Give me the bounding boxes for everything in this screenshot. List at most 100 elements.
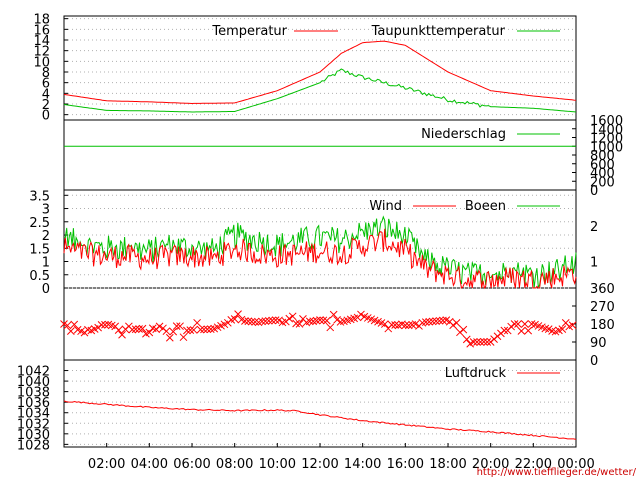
direction-point: [186, 326, 195, 335]
legend-label-niederschlag: Niederschlag: [421, 127, 506, 142]
temp-tick-label: 2: [42, 98, 50, 113]
series-line-temperatur: [63, 40, 577, 105]
direction-point: [510, 320, 519, 328]
pressure-tick-label: 1036: [17, 396, 50, 411]
direction-point: [63, 321, 72, 330]
direction-point: [333, 315, 341, 324]
direction-point: [261, 317, 270, 325]
x-tick-label: 02:00: [88, 457, 125, 472]
direction-point: [520, 320, 529, 328]
temp-tick-label: 14: [33, 34, 50, 49]
direction-point: [329, 310, 338, 319]
x-tick-label: 14:00: [344, 457, 381, 472]
direction-point: [387, 320, 396, 329]
direction-point: [421, 318, 430, 327]
direction-point: [251, 318, 260, 326]
direction-point: [285, 314, 294, 323]
direction-point: [292, 319, 300, 328]
credit-link: http://www.tiefflieger.de/wetter/: [477, 467, 637, 478]
x-tick-label: 10:00: [259, 457, 296, 472]
direction-point: [517, 327, 526, 335]
direction-point: [145, 328, 154, 337]
temp-tick-label: 8: [42, 66, 50, 81]
wind-tick-label: 1.5: [29, 242, 50, 257]
direction-point: [305, 317, 314, 326]
direction-tick-label: 90: [590, 336, 607, 351]
direction-point: [97, 321, 106, 329]
direction-point: [449, 321, 457, 330]
direction-point: [176, 322, 184, 331]
pressure-tick-label: 1028: [17, 438, 50, 453]
precip-tick-label: 200: [590, 175, 615, 190]
legend-label-temperatur: Temperatur: [211, 24, 287, 39]
wind-right-tick-label: 1: [590, 256, 598, 271]
temp-tick-label: 12: [33, 45, 50, 60]
precip-tick-label: 0: [590, 184, 598, 199]
temp-tick-label: 16: [33, 23, 50, 38]
direction-point: [128, 325, 137, 334]
direction-tick-label: 360: [590, 282, 615, 297]
direction-point: [118, 330, 126, 339]
direction-point: [326, 323, 335, 332]
direction-point: [558, 325, 567, 333]
direction-point: [135, 325, 143, 333]
direction-point: [401, 321, 410, 330]
pressure-tick-label: 1040: [17, 375, 50, 390]
series-line-wind: [63, 228, 577, 290]
direction-point: [483, 338, 492, 346]
direction-point: [435, 316, 444, 325]
wind-tick-label: 2: [42, 229, 50, 244]
direction-point: [101, 320, 109, 329]
direction-point: [319, 316, 328, 325]
direction-point: [244, 317, 253, 326]
direction-point: [258, 317, 266, 326]
direction-point: [200, 325, 208, 334]
direction-point: [459, 325, 468, 334]
wind-tick-label: 3.5: [29, 189, 50, 204]
temp-tick-label: 6: [42, 77, 50, 92]
direction-point: [189, 326, 198, 334]
precip-tick-label: 1200: [590, 132, 623, 147]
direction-point: [196, 325, 205, 334]
direction-point: [230, 315, 239, 323]
direction-point: [473, 338, 481, 346]
direction-point: [268, 316, 277, 325]
wind-tick-label: 0: [42, 282, 50, 297]
direction-point: [452, 319, 461, 327]
direction-point: [114, 326, 123, 335]
direction-point: [295, 319, 304, 328]
x-tick-label: 06:00: [173, 457, 210, 472]
direction-point: [322, 316, 331, 325]
precip-tick-label: 400: [590, 167, 615, 182]
direction-point: [514, 320, 522, 328]
wind-tick-label: 2.5: [29, 216, 50, 231]
direction-point: [507, 322, 516, 331]
direction-point: [203, 325, 212, 334]
direction-point: [500, 326, 509, 335]
wind-right-tick-label: 2: [590, 220, 598, 235]
direction-point: [247, 317, 256, 326]
direction-point: [169, 327, 178, 336]
temp-tick-label: 18: [33, 13, 50, 28]
wind-tick-label: 0.5: [29, 269, 50, 284]
direction-point: [357, 310, 365, 319]
series-line-luftdruck: [63, 400, 577, 440]
direction-point: [425, 317, 434, 326]
x-tick-label: 22:00: [515, 457, 552, 472]
wind-tick-label: 1: [42, 256, 50, 271]
direction-point: [66, 327, 75, 335]
direction-point: [179, 333, 188, 342]
x-tick-label: 20:00: [472, 457, 509, 472]
pressure-tick-label: 1034: [17, 407, 50, 422]
legend-label-luftdruck: Luftdruck: [445, 366, 507, 381]
direction-point: [234, 310, 242, 318]
direction-point: [568, 321, 577, 330]
legend-label-taupunkttemperatur: Taupunkttemperatur: [371, 24, 506, 39]
x-tick-label: 12:00: [301, 457, 338, 472]
direction-point: [380, 320, 389, 328]
x-tick-label: 18:00: [429, 457, 466, 472]
direction-point: [439, 316, 447, 325]
direction-point: [479, 337, 488, 346]
temp-tick-label: 10: [33, 55, 50, 70]
direction-point: [138, 324, 147, 333]
